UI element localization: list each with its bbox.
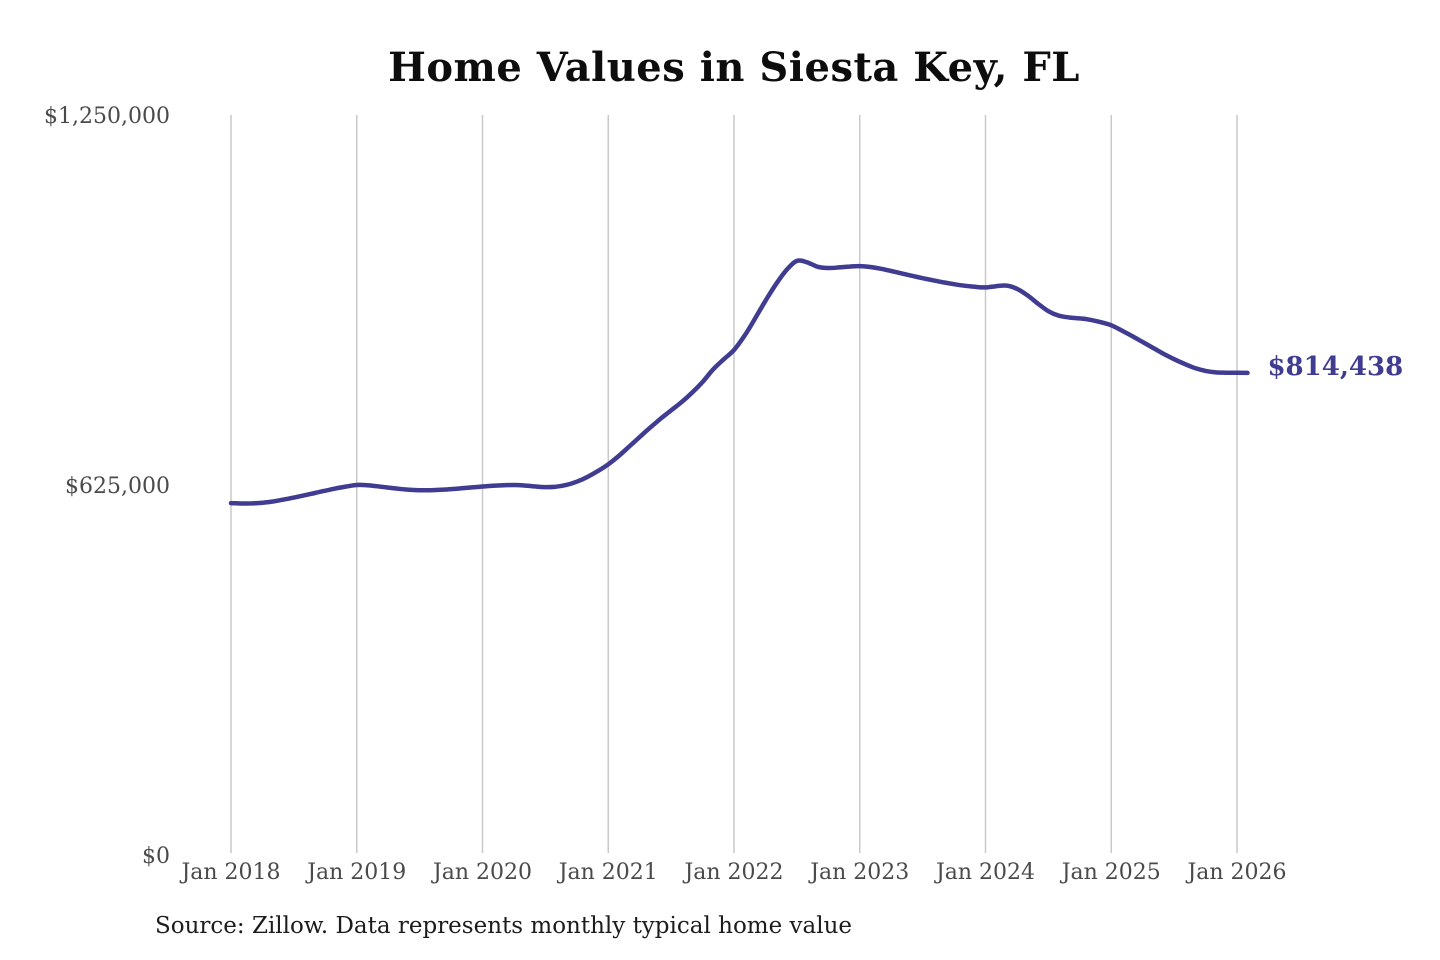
x-tick-jan-2018: Jan 2018: [181, 860, 281, 885]
home-value-line-series: [228, 258, 1250, 506]
latest-value-label: $814,438: [1267, 351, 1404, 382]
source-note: Source: Zillow. Data represents monthly …: [155, 913, 853, 939]
y-tick-1250000: $1,250,000: [44, 104, 170, 129]
x-tick-jan-2022: Jan 2022: [684, 860, 784, 885]
x-tick-jan-2023: Jan 2023: [810, 860, 910, 885]
y-tick-0: $0: [142, 844, 170, 869]
x-tick-jan-2026: Jan 2026: [1187, 860, 1287, 885]
x-tick-jan-2019: Jan 2019: [307, 860, 407, 885]
chart-title: Home Values in Siesta Key, FL: [388, 44, 1080, 91]
x-tick-jan-2024: Jan 2024: [935, 860, 1036, 885]
x-tick-jan-2021: Jan 2021: [558, 860, 658, 885]
y-tick-625000: $625,000: [65, 474, 170, 499]
x-tick-jan-2020: Jan 2020: [432, 860, 533, 885]
gridlines: [230, 115, 1238, 853]
x-tick-jan-2025: Jan 2025: [1061, 860, 1161, 885]
